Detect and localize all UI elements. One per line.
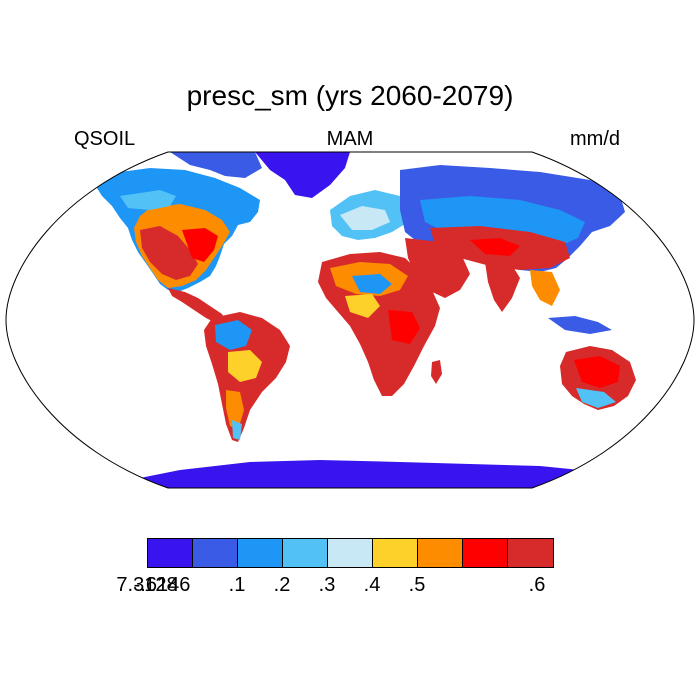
colorbar-tick-label: -.6146 bbox=[133, 574, 191, 596]
colorbar-box-1 bbox=[193, 539, 238, 567]
colorbar-tick-label: .1 bbox=[228, 574, 246, 596]
land-indonesia bbox=[548, 316, 612, 334]
season-label: MAM bbox=[326, 128, 374, 150]
land-central-america bbox=[168, 288, 226, 324]
colorbar-box-2 bbox=[238, 539, 283, 567]
colorbar-tick-label: .5 bbox=[408, 574, 426, 596]
units-label: mm/d bbox=[570, 128, 620, 150]
colorbar-box-3 bbox=[283, 539, 328, 567]
land-middle-east bbox=[405, 238, 470, 298]
colorbar-tick-label: .4 bbox=[363, 574, 381, 596]
map-outline bbox=[5, 151, 695, 489]
chart-title: presc_sm (yrs 2060-2079) bbox=[186, 80, 514, 111]
colorbar-box-6 bbox=[418, 539, 463, 567]
colorbar-box-4 bbox=[328, 539, 373, 567]
colorbar-tick-label: .6 bbox=[528, 574, 546, 596]
variable-label: QSOIL bbox=[74, 128, 136, 150]
colorbar-box-7 bbox=[463, 539, 508, 567]
colorbar-tick-label: .2 bbox=[273, 574, 291, 596]
land-antarctica bbox=[100, 460, 600, 488]
colorbar-box-0 bbox=[148, 539, 193, 567]
colorbar-tick-label: .3 bbox=[318, 574, 336, 596]
land-greenland bbox=[255, 152, 350, 198]
colorbar-box-5 bbox=[373, 539, 418, 567]
colorbar-tick-label: 7.3128 bbox=[116, 574, 178, 596]
land-arctic-islands bbox=[170, 152, 262, 178]
colorbar-box-8 bbox=[508, 539, 553, 567]
colorbar bbox=[147, 538, 554, 568]
